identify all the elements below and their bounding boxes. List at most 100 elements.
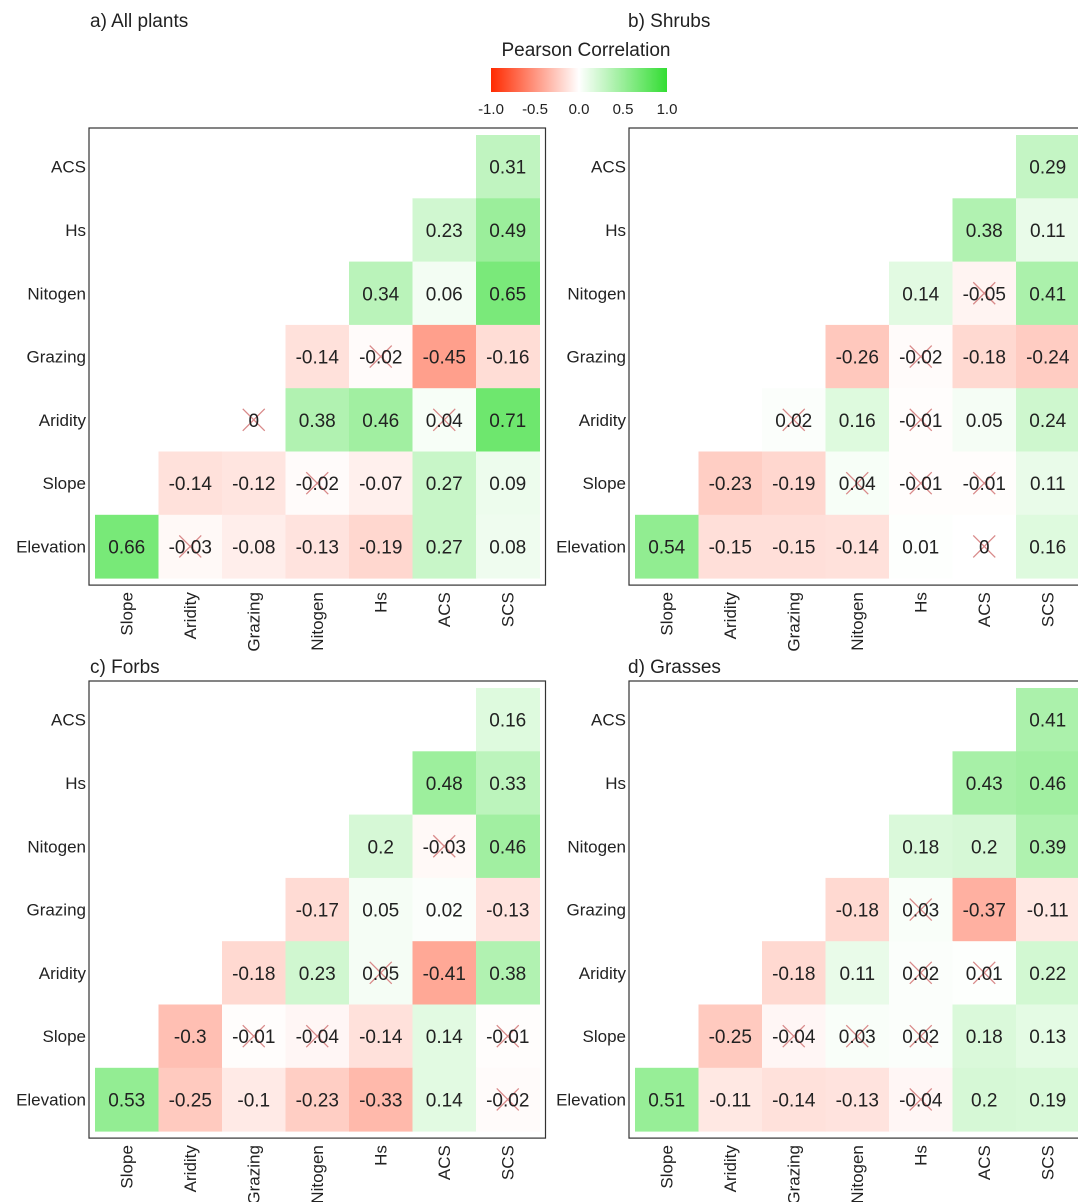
cell-value-label: -0.14 bbox=[296, 348, 340, 369]
row-tick-label: ACS bbox=[51, 711, 86, 730]
cell-value-label: 0.46 bbox=[1029, 774, 1066, 795]
column-tick-label: Aridity bbox=[181, 1145, 200, 1193]
nonsignificant-cross-mark bbox=[242, 408, 266, 432]
nonsignificant-cross-mark bbox=[496, 1024, 520, 1048]
legend-title: Pearson Correlation bbox=[502, 40, 671, 61]
row-tick-label: Grazing bbox=[26, 901, 86, 920]
cell-value-label: -0.14 bbox=[169, 474, 213, 495]
heatmap-cell bbox=[476, 814, 540, 879]
cell-value-label: -0.02 bbox=[899, 348, 942, 369]
heatmap-cell bbox=[412, 451, 477, 516]
cell-value-label: 0.18 bbox=[902, 837, 939, 858]
cell-value-label: 0.02 bbox=[426, 901, 463, 922]
column-tick-label: ACS bbox=[435, 592, 454, 627]
heatmap-cell bbox=[158, 1067, 223, 1132]
heatmap-cell bbox=[349, 261, 413, 326]
panel-title: a) All plants bbox=[90, 11, 188, 32]
heatmap-cell bbox=[1016, 135, 1078, 199]
cell-value-label: -0.18 bbox=[772, 964, 815, 985]
cell-value-label: 0.38 bbox=[489, 964, 526, 985]
cell-value-label: -0.01 bbox=[232, 1027, 275, 1048]
column-tick-label: Nitogen bbox=[308, 592, 327, 651]
heatmap-cell bbox=[412, 941, 477, 1005]
cell-value-label: -0.14 bbox=[836, 537, 880, 558]
heatmap-cell bbox=[952, 388, 1017, 452]
heatmap-cell bbox=[476, 751, 540, 816]
heatmap-cell bbox=[1016, 198, 1078, 263]
panel-frame bbox=[88, 127, 547, 586]
cell-value-label: 0.02 bbox=[775, 411, 812, 432]
panel-grasses: d) Grasses 0.41 0.43 0.46 0.18 0.2 0.39 -0.18 0… bbox=[556, 657, 1078, 1202]
cell-value-label: 0.22 bbox=[1029, 964, 1066, 985]
nonsignificant-cross-mark bbox=[909, 961, 933, 985]
cell-value-label: 0.11 bbox=[1030, 474, 1066, 495]
row-tick-label: Aridity bbox=[39, 411, 87, 430]
heatmap-cell bbox=[285, 877, 350, 942]
cell-value-label: -0.04 bbox=[899, 1090, 943, 1111]
heatmap-cell bbox=[1016, 1004, 1078, 1069]
cell-value-label: -0.02 bbox=[486, 1090, 529, 1111]
heatmap-cell bbox=[222, 1067, 286, 1132]
cell-value-label: 0.14 bbox=[902, 284, 939, 305]
cell-value-label: 0.14 bbox=[426, 1090, 463, 1111]
cell-value-label: 0.33 bbox=[489, 774, 526, 795]
panel-shrubs: b) Shrubs 0.29 0.38 0.11 0.14 -0.05 0.41 -0.26… bbox=[556, 11, 1078, 652]
heatmap-cell bbox=[635, 514, 699, 579]
row-tick-label: Elevation bbox=[556, 537, 626, 556]
heatmap-cell bbox=[285, 514, 350, 579]
cell-value-label: 0.08 bbox=[489, 537, 526, 558]
nonsignificant-cross-mark bbox=[305, 471, 329, 495]
row-tick-label: Grazing bbox=[566, 348, 626, 367]
cell-value-label: -0.16 bbox=[486, 348, 529, 369]
cell-value-label: -0.1 bbox=[237, 1090, 270, 1111]
heatmap-cell bbox=[476, 877, 540, 942]
nonsignificant-cross-mark bbox=[972, 471, 996, 495]
heatmap-cell bbox=[698, 1004, 763, 1069]
row-tick-label: ACS bbox=[51, 158, 86, 177]
row-tick-label: Aridity bbox=[579, 964, 627, 983]
heatmap-cell bbox=[1016, 451, 1078, 516]
row-tick-label: Grazing bbox=[566, 901, 626, 920]
heatmap-cell bbox=[349, 514, 413, 579]
cell-value-label: 0.2 bbox=[971, 837, 997, 858]
nonsignificant-cross-mark bbox=[432, 408, 456, 432]
column-tick-label: Hs bbox=[912, 592, 931, 613]
heatmap-cell bbox=[412, 514, 477, 579]
panel-frame bbox=[88, 680, 547, 1139]
cell-value-label: -0.25 bbox=[709, 1027, 752, 1048]
cell-value-label: -0.26 bbox=[836, 348, 879, 369]
row-tick-label: Grazing bbox=[26, 348, 86, 367]
row-tick-label: Elevation bbox=[16, 1090, 86, 1109]
cell-value-label: 0.03 bbox=[902, 901, 939, 922]
cell-value-label: -0.45 bbox=[423, 348, 466, 369]
nonsignificant-cross-mark bbox=[432, 834, 456, 858]
cell-value-label: 0.46 bbox=[362, 411, 399, 432]
nonsignificant-cross-mark bbox=[305, 1024, 329, 1048]
row-tick-label: ACS bbox=[591, 158, 626, 177]
cell-value-label: -0.23 bbox=[296, 1090, 339, 1111]
heatmap-cell bbox=[1016, 877, 1078, 942]
cell-value-label: 0.65 bbox=[489, 284, 526, 305]
heatmap-cell bbox=[889, 814, 953, 879]
legend-tick-label: 0.0 bbox=[569, 101, 590, 118]
cell-value-label: 0.27 bbox=[426, 537, 463, 558]
cell-value-label: 0.04 bbox=[426, 411, 463, 432]
cell-value-label: 0.23 bbox=[299, 964, 336, 985]
cell-value-label: 0.29 bbox=[1029, 158, 1066, 179]
column-tick-label: SCS bbox=[1039, 1145, 1058, 1180]
cell-value-label: -0.01 bbox=[899, 411, 942, 432]
heatmap-cell bbox=[222, 514, 286, 579]
cell-value-label: 0.09 bbox=[489, 474, 526, 495]
column-tick-label: SCS bbox=[499, 592, 518, 627]
cell-value-label: 0.04 bbox=[839, 474, 876, 495]
panel-forbs: c) Forbs 0.16 0.48 0.33 0.2 -0.03 0.46 -0.17 0.… bbox=[16, 657, 547, 1202]
panel-all-plants: a) All plants 0.31 0.23 0.49 0.34 0.06 0.65 -0… bbox=[16, 11, 547, 652]
row-tick-label: Aridity bbox=[39, 964, 87, 983]
heatmap-cell bbox=[95, 514, 159, 579]
cell-value-label: 0 bbox=[979, 537, 990, 558]
cell-value-label: 0.39 bbox=[1029, 837, 1066, 858]
cell-value-label: -0.18 bbox=[232, 964, 275, 985]
row-tick-label: Slope bbox=[583, 1027, 626, 1046]
row-tick-label: Nitogen bbox=[27, 837, 86, 856]
heatmap-cell bbox=[1016, 751, 1078, 816]
